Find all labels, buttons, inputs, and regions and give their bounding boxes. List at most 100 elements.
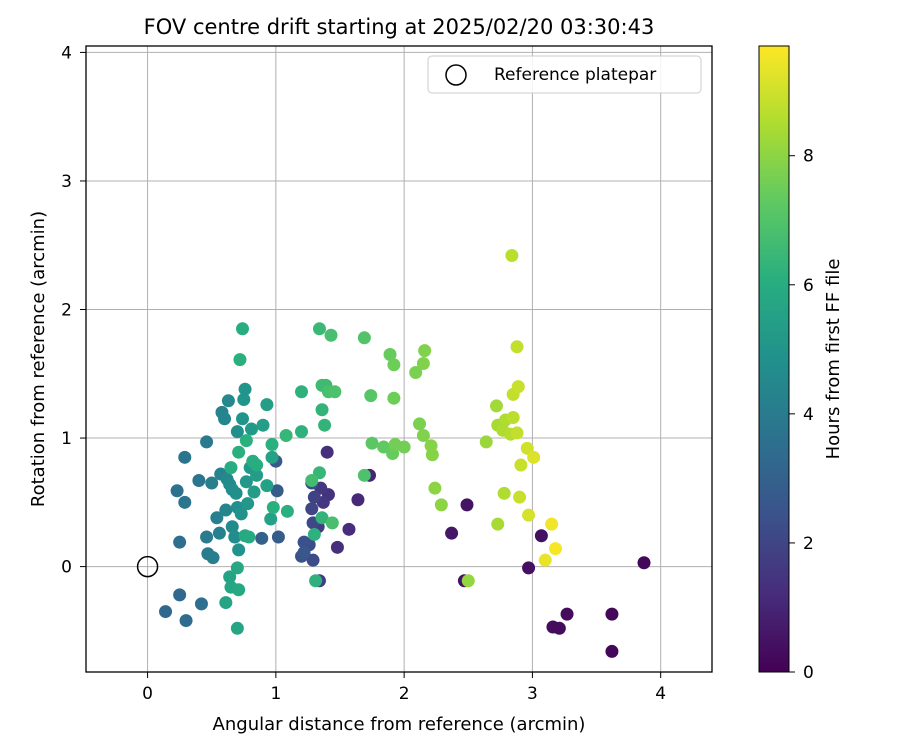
x-axis-ticks: 0 1 2 3 4 (142, 672, 666, 704)
data-point (305, 473, 319, 487)
colorbar-tick-label: 6 (803, 276, 814, 296)
data-point (357, 468, 371, 482)
data-point (250, 468, 264, 482)
legend-entry: Reference platepar (494, 65, 656, 85)
data-point (434, 498, 448, 512)
data-point (210, 511, 224, 525)
data-point (324, 328, 338, 342)
data-point (505, 249, 519, 263)
data-point (506, 410, 520, 424)
data-point (460, 498, 474, 512)
x-tick-label: 0 (142, 684, 153, 704)
data-point (522, 508, 536, 522)
data-point (279, 428, 293, 442)
data-point (178, 495, 192, 509)
data-point (306, 553, 320, 567)
data-point (264, 512, 278, 526)
data-point (230, 621, 244, 635)
data-point (265, 450, 279, 464)
colorbar-tick-label: 0 (803, 663, 814, 683)
legend-marker-icon (445, 64, 467, 86)
data-point (230, 561, 244, 575)
data-point (232, 583, 246, 597)
y-tick-label: 2 (61, 301, 72, 321)
data-point (219, 596, 233, 610)
data-point (179, 614, 193, 628)
data-point (260, 398, 274, 412)
x-tick-label: 3 (527, 684, 538, 704)
y-axis-ticks: 0 1 2 3 4 (61, 43, 86, 578)
data-point (387, 391, 401, 405)
data-point (236, 322, 249, 336)
data-point (491, 517, 505, 531)
data-point (218, 412, 232, 426)
data-point (318, 418, 332, 432)
data-point (312, 322, 326, 336)
data-point (397, 440, 411, 454)
colorbar-tick-label: 4 (803, 405, 814, 425)
y-axis-label: Rotation from reference (arcmin) (28, 211, 49, 507)
data-point (413, 417, 427, 431)
data-point (256, 418, 270, 432)
data-point (212, 526, 226, 540)
data-point (241, 497, 255, 511)
data-point (236, 412, 249, 426)
data-point (527, 450, 541, 464)
data-point (315, 511, 329, 525)
data-point (425, 448, 439, 462)
data-point (605, 644, 619, 658)
data-point (255, 531, 269, 545)
data-point (239, 434, 253, 448)
data-point (219, 503, 233, 517)
y-tick-label: 4 (61, 43, 72, 63)
colorbar-tick-label: 8 (803, 147, 814, 167)
data-point (200, 435, 214, 449)
legend-box (427, 55, 702, 94)
data-point (221, 394, 235, 408)
plot-frame (85, 45, 713, 673)
legend: Reference platepar (427, 55, 702, 94)
data-point (315, 403, 329, 417)
data-point (192, 473, 206, 487)
chart-title: FOV centre drift starting at 2025/02/20 … (144, 15, 655, 39)
data-point (545, 517, 559, 531)
data-point (206, 551, 220, 565)
data-point (479, 435, 493, 449)
data-point (416, 428, 430, 442)
y-tick-label: 1 (61, 429, 72, 449)
data-point (232, 543, 246, 557)
data-point (510, 426, 524, 440)
data-point (305, 502, 319, 516)
data-point (237, 392, 251, 406)
y-tick-label: 0 (61, 558, 72, 578)
data-point (330, 540, 344, 554)
data-point (513, 490, 527, 504)
data-point (497, 486, 511, 500)
data-point (271, 530, 285, 544)
data-point (342, 522, 356, 536)
data-point (328, 385, 342, 399)
data-point (377, 440, 391, 454)
y-tick-label: 3 (61, 172, 72, 192)
data-point (605, 607, 619, 621)
data-point (295, 425, 309, 439)
colorbar-ticks: 0 2 4 6 8 (789, 147, 814, 683)
x-tick-label: 2 (399, 684, 410, 704)
data-point (538, 553, 552, 567)
data-point (510, 340, 524, 354)
data-point (297, 545, 311, 559)
data-point (200, 530, 214, 544)
data-point (239, 475, 253, 489)
data-point (173, 588, 187, 602)
data-point (325, 516, 339, 530)
x-axis-label: Angular distance from reference (arcmin) (213, 714, 586, 735)
data-point (549, 542, 562, 556)
data-point (270, 484, 284, 498)
reference-marker (136, 555, 159, 578)
data-point (409, 365, 423, 379)
colorbar-label: Hours from first FF file (823, 259, 844, 460)
data-point (489, 399, 503, 413)
data-point (265, 437, 279, 451)
